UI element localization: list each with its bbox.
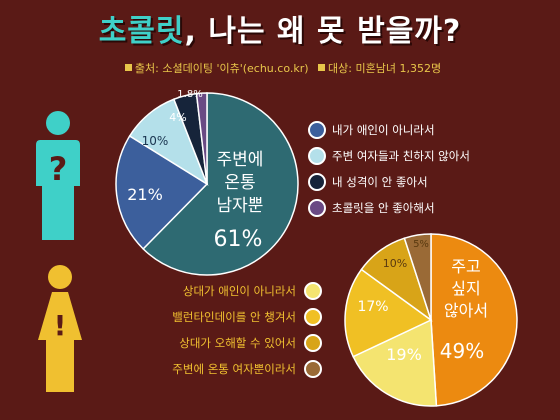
title-main: 초콜릿 <box>98 14 185 49</box>
legend-item: 밸런타인데이를 안 챙겨서 <box>112 308 322 326</box>
slice-value-label: 5% <box>413 239 429 250</box>
svg-text:!: ! <box>54 309 67 342</box>
legend-swatch <box>304 282 322 300</box>
slice-value-label: 1.8% <box>177 89 202 100</box>
slice-category-label: 남자뿐 <box>217 196 264 216</box>
slice-category-label: 않아서 <box>444 301 488 320</box>
target-text: 대상: 미혼남녀 1,352명 <box>328 62 442 75</box>
pie-slice <box>352 318 438 407</box>
legend-label: 내가 애인이 아니라서 <box>332 123 435 137</box>
legend-swatch <box>304 334 322 352</box>
legend-swatch <box>308 199 326 217</box>
legend-swatch <box>308 147 326 165</box>
slice-value-label: 4% <box>169 111 186 124</box>
pie-slice <box>403 233 432 321</box>
slice-value-label: 21% <box>127 185 163 204</box>
bullet-square-icon <box>318 64 326 71</box>
slice-value-label: 17% <box>357 299 388 315</box>
legend-item: 주변 여자들과 친하지 않아서 <box>308 147 470 165</box>
female-exclamation-icon: ! <box>38 265 82 392</box>
legend-swatch <box>304 360 322 378</box>
legend-label: 주변에 온통 여자뿐이라서 <box>172 362 296 376</box>
slice-category-label: 온통 <box>224 173 255 193</box>
legend-label: 밸런타인데이를 안 챙겨서 <box>172 310 296 324</box>
legend-label: 상대가 오해할 수 있어서 <box>179 336 296 350</box>
pie-slice <box>344 268 433 358</box>
pie-slice <box>142 92 299 276</box>
svg-text:?: ? <box>49 150 68 188</box>
legend-swatch <box>304 308 322 326</box>
legend-label: 상대가 애인이 아니라서 <box>182 284 296 298</box>
slice-category-label: 주고 <box>451 257 480 276</box>
pie-slice <box>430 233 518 407</box>
legend-item: 내가 애인이 아니라서 <box>308 121 435 139</box>
legend-item: 주변에 온통 여자뿐이라서 <box>112 360 322 378</box>
slice-category-label: 주변에 <box>217 150 264 170</box>
slice-value-label: 61% <box>214 227 263 252</box>
title-rest: , 나는 왜 못 받을까? <box>184 14 462 49</box>
slice-value-label: 10% <box>142 134 169 148</box>
legend-swatch <box>308 173 326 191</box>
slice-category-label: 싶지 <box>451 279 480 298</box>
legend-item: 상대가 오해할 수 있어서 <box>112 334 322 352</box>
pie-slice <box>115 134 209 250</box>
legend-item: 초콜릿을 안 좋아해서 <box>308 199 435 217</box>
legend-item: 상대가 애인이 아니라서 <box>112 282 322 300</box>
legend-label: 초콜릿을 안 좋아해서 <box>332 201 435 215</box>
bullet-square-icon <box>124 64 132 71</box>
slice-value-label: 49% <box>440 339 484 363</box>
legend-label: 주변 여자들과 친하지 않아서 <box>332 149 470 163</box>
legend-label: 내 성격이 안 좋아서 <box>332 175 428 189</box>
source-text: 출처: 소셜데이팅 '이츄'(echu.co.kr) <box>134 62 309 75</box>
pie-slice <box>195 92 208 185</box>
legend-swatch <box>308 121 326 139</box>
slice-value-label: 10% <box>383 257 407 270</box>
legend-item: 내 성격이 안 좋아서 <box>308 173 428 191</box>
male-question-icon: ? <box>36 111 80 240</box>
slice-value-label: 19% <box>386 345 422 364</box>
subtitle: 출처: 소셜데이팅 '이츄'(echu.co.kr) 대상: 미혼남녀 1,35… <box>0 60 560 76</box>
page-title: 초콜릿, 나는 왜 못 받을까? <box>0 6 560 50</box>
